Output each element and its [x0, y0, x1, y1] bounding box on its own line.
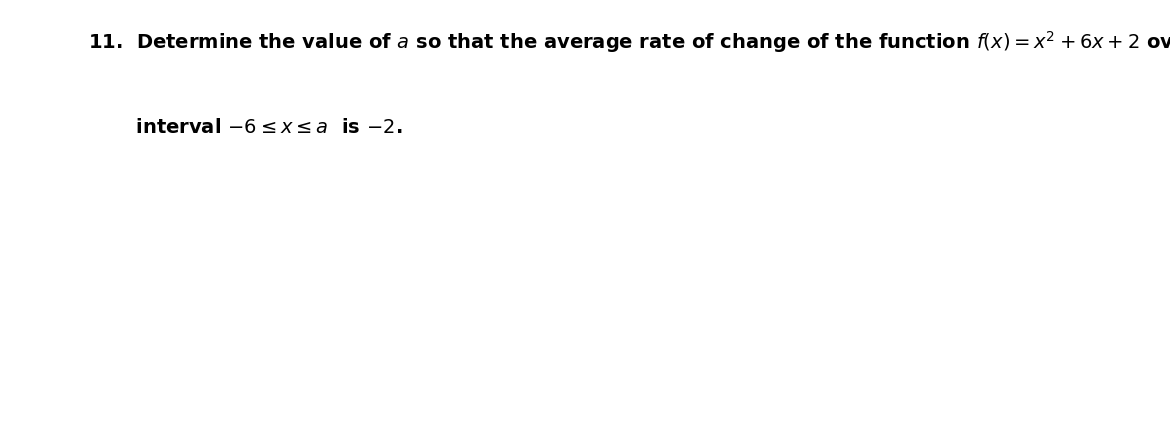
Text: interval $-6 \leq x \leq a$  is $-2$.: interval $-6 \leq x \leq a$ is $-2$.: [88, 118, 402, 137]
Text: 11.  Determine the value of $a$ so that the average rate of change of the functi: 11. Determine the value of $a$ so that t…: [88, 29, 1170, 56]
